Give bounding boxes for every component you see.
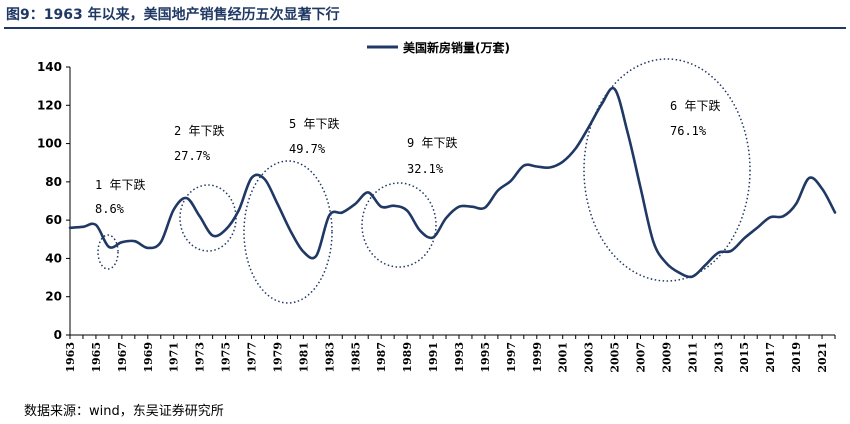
legend: 美国新房销量(万套) [367,40,510,55]
x-tick-label: 1981 [297,342,310,373]
y-tick-label: 20 [45,290,62,304]
annotations: 1 年下跌 8.6% 2 年下跌 27.7% 5 年下跌 49.7% 9 年下跌… [95,98,720,216]
x-tick-label: 1967 [116,342,129,373]
downturn-highlight-ellipse-1 [97,234,119,270]
annotation-pct-2: 27.7% [174,149,211,163]
x-tick-label: 1979 [271,342,284,373]
x-tick-label: 2005 [609,342,622,373]
annotation-pct-1: 8.6% [95,202,125,216]
x-tick-label: 1997 [505,342,518,373]
figure-title: 图9：1963 年以来，美国地产销售经历五次显著下行 [6,7,340,23]
axes: 0 20 40 60 80 100 120 140 1963 1965 1967 1969 1971 19… [37,60,836,373]
y-tick-label: 120 [37,98,62,112]
x-tick-label: 2017 [764,342,777,373]
x-tick-label: 1999 [531,342,544,373]
y-tick-label: 100 [37,137,62,151]
x-tick-label: 1971 [168,342,181,373]
x-tick-label: 2011 [686,342,699,373]
series-line-new-home-sales [68,86,837,279]
annotation-pct-4: 32.1% [407,162,444,176]
x-tick-label: 1965 [90,342,103,373]
annotation-label-3: 5 年下跌 [289,116,339,131]
x-tick-label: 1969 [142,342,155,373]
x-tick-label: 2001 [557,342,570,373]
x-tick-label: 1983 [323,342,336,373]
annotation-label-2: 2 年下跌 [174,123,224,138]
x-tick-label: 1991 [427,342,440,373]
y-tick-label: 140 [37,60,62,74]
x-tick-label: 1995 [479,342,492,373]
x-tick-label: 1973 [194,342,207,373]
x-tick-label: 1987 [375,342,388,373]
annotation-label-4: 9 年下跌 [407,135,457,150]
y-tick-label: 40 [45,251,62,265]
x-tick-label: 2007 [635,342,648,373]
y-tick-label: 0 [54,328,62,342]
annotation-pct-5: 76.1% [670,124,707,138]
y-tick-label: 80 [45,175,62,189]
legend-label: 美国新房销量(万套) [403,40,510,55]
downturn-highlight-ellipse-3 [243,160,333,304]
annotation-label-5: 6 年下跌 [670,98,720,113]
x-tick-label: 2015 [738,342,751,373]
source-note: 数据来源：wind，东吴证券研究所 [24,404,224,419]
x-tick-label: 2013 [712,342,725,373]
x-tick-label: 2021 [816,342,829,373]
ellipse-layer [97,58,751,304]
downturn-highlight-ellipse-5 [583,58,751,282]
x-tick-label: 1985 [349,342,362,373]
x-tick-label: 1993 [453,342,466,373]
x-tick-label: 2009 [660,342,673,373]
plot-area [68,86,837,279]
annotation-pct-3: 49.7% [289,142,326,156]
x-tick-label: 2003 [583,342,596,373]
y-tick-label: 60 [45,213,62,227]
x-tick-label: 2019 [790,342,803,373]
x-tick-label: 1975 [220,342,233,373]
downturn-highlight-ellipse-2 [179,184,237,252]
annotation-label-1: 1 年下跌 [95,177,145,192]
x-tick-label: 1977 [246,342,259,373]
x-tick-label: 1963 [64,342,77,373]
x-tick-label: 1989 [401,342,414,373]
downturn-highlight-ellipse-4 [361,182,437,268]
title-rule [4,27,846,29]
